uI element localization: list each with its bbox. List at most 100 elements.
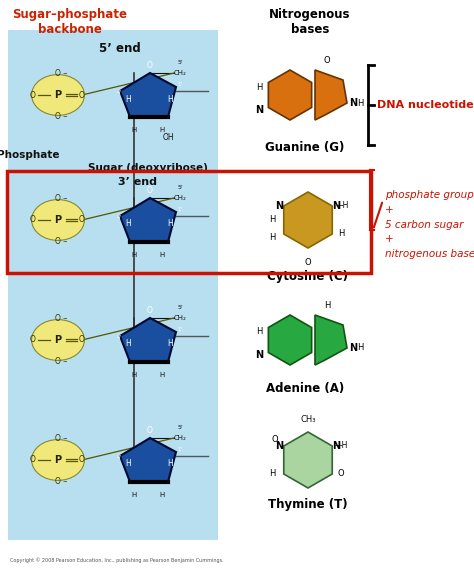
Text: 4': 4' [117, 90, 122, 95]
Text: N: N [255, 350, 263, 360]
Text: O: O [55, 237, 61, 247]
Text: O: O [147, 61, 153, 70]
Text: 1': 1' [177, 82, 182, 87]
Text: H: H [159, 127, 164, 133]
Ellipse shape [32, 199, 84, 240]
Text: 5': 5' [178, 185, 184, 190]
Text: O: O [55, 314, 61, 323]
Text: phosphate group
+
5 carbon sugar
+
nitrogenous base: phosphate group + 5 carbon sugar + nitro… [385, 190, 474, 259]
Text: H: H [167, 219, 173, 228]
Text: Cytosine (C): Cytosine (C) [267, 270, 348, 283]
Text: N: N [275, 201, 283, 211]
Text: H: H [167, 460, 173, 469]
Text: O: O [29, 456, 35, 465]
Text: O: O [29, 90, 35, 99]
Text: —H: —H [334, 441, 348, 450]
Text: 4': 4' [117, 215, 122, 220]
Polygon shape [120, 198, 176, 242]
Ellipse shape [32, 320, 84, 361]
Text: O: O [55, 112, 61, 122]
Text: H: H [125, 94, 131, 103]
Text: P: P [55, 455, 62, 465]
Text: −: − [62, 478, 67, 483]
Text: H: H [131, 252, 137, 258]
Text: −: − [62, 358, 67, 364]
Text: 2': 2' [166, 115, 171, 120]
Text: P: P [55, 335, 62, 345]
Text: 3': 3' [128, 240, 133, 245]
Text: CH₂: CH₂ [174, 195, 187, 201]
Text: H: H [125, 340, 131, 349]
Text: H: H [357, 98, 364, 107]
Text: Sugar–phosphate
backbone: Sugar–phosphate backbone [12, 8, 128, 36]
Text: O: O [55, 434, 61, 442]
Text: N: N [349, 343, 357, 353]
Text: 3': 3' [128, 360, 133, 365]
Text: O: O [55, 477, 61, 486]
Text: O: O [272, 436, 278, 445]
Text: H: H [131, 372, 137, 378]
Text: O: O [147, 306, 153, 315]
Text: H: H [167, 340, 173, 349]
Text: H: H [131, 127, 137, 133]
Text: CH₂: CH₂ [174, 435, 187, 441]
Text: O: O [79, 456, 85, 465]
Text: −: − [62, 113, 67, 118]
Text: H: H [256, 82, 263, 91]
Text: Copyright © 2008 Pearson Education, Inc., publishing as Pearson Benjamin Cumming: Copyright © 2008 Pearson Education, Inc.… [10, 557, 224, 563]
Text: 2': 2' [166, 360, 171, 365]
Text: H: H [270, 470, 276, 478]
Polygon shape [284, 192, 332, 248]
Text: −: − [62, 316, 67, 321]
Text: H: H [357, 344, 364, 353]
Text: 5’ end: 5’ end [99, 42, 141, 55]
Text: N: N [332, 441, 340, 451]
Text: N: N [255, 105, 263, 115]
Text: 1': 1' [177, 447, 182, 452]
Text: N: N [349, 98, 357, 108]
Text: N: N [332, 201, 340, 211]
Text: 5': 5' [178, 305, 184, 310]
Text: 2': 2' [166, 240, 171, 245]
Text: O: O [55, 357, 61, 366]
Text: P: P [55, 215, 62, 225]
Text: Phosphate: Phosphate [0, 150, 59, 160]
Text: O: O [305, 258, 311, 267]
Text: 3': 3' [128, 115, 133, 120]
Ellipse shape [32, 74, 84, 115]
Text: N: N [275, 441, 283, 451]
Text: O: O [29, 336, 35, 345]
Text: −: − [62, 436, 67, 441]
Text: O: O [338, 470, 345, 478]
Text: −: − [62, 196, 67, 201]
Text: 1': 1' [177, 327, 182, 332]
Text: O: O [147, 186, 153, 195]
Text: —H: —H [336, 202, 349, 211]
Text: O: O [79, 90, 85, 99]
Text: H: H [125, 460, 131, 469]
Text: 5': 5' [178, 60, 184, 65]
Text: 4': 4' [117, 455, 122, 460]
Polygon shape [120, 73, 176, 117]
Text: O: O [29, 215, 35, 224]
Bar [8, 30, 218, 540]
Text: DNA nucleotide: DNA nucleotide [377, 100, 474, 110]
Text: Sugar (deoxyribose): Sugar (deoxyribose) [88, 163, 208, 173]
Text: O: O [55, 69, 61, 78]
Text: CH₂: CH₂ [174, 315, 187, 321]
Text: −: − [62, 239, 67, 243]
Text: O: O [324, 56, 330, 65]
Text: 3': 3' [128, 480, 133, 485]
Polygon shape [268, 70, 311, 120]
Polygon shape [315, 70, 347, 120]
Polygon shape [120, 318, 176, 362]
Text: H: H [125, 219, 131, 228]
Text: H: H [256, 328, 263, 336]
Text: Thymine (T): Thymine (T) [268, 498, 348, 511]
Text: 1': 1' [177, 207, 182, 212]
Polygon shape [268, 315, 311, 365]
Text: OH: OH [162, 133, 174, 142]
Text: Guanine (G): Guanine (G) [265, 141, 345, 154]
Text: P: P [55, 90, 62, 100]
Text: O: O [147, 426, 153, 435]
